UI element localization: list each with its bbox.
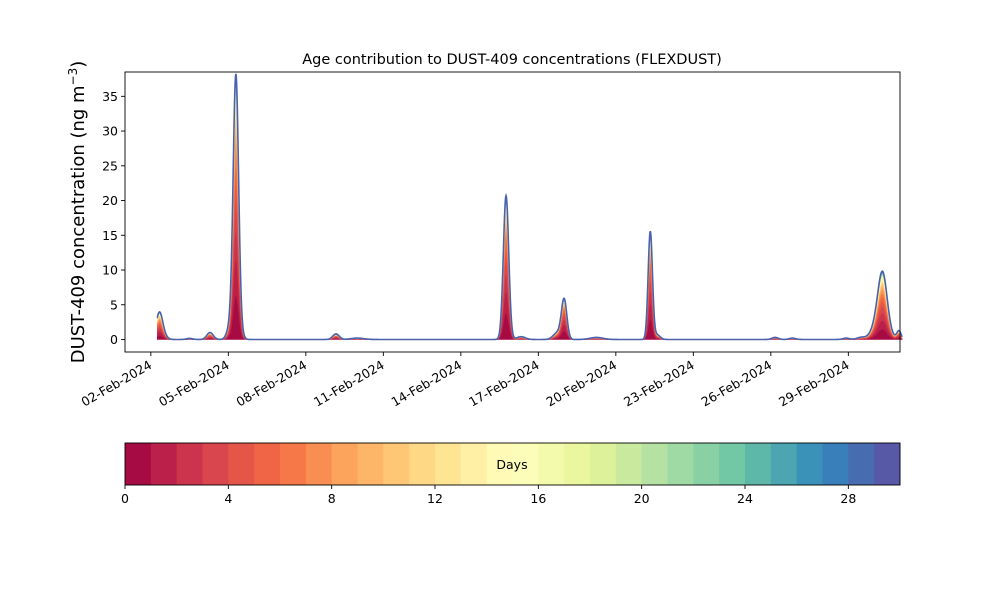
y-tick-label: 20: [102, 193, 118, 208]
x-tick-label: 26-Feb-2024: [699, 357, 775, 409]
x-tick-label: 17-Feb-2024: [466, 357, 542, 409]
colorbar-tick-label: 24: [737, 491, 753, 506]
colorbar-tick-label: 4: [224, 491, 232, 506]
colorbar-bin: [254, 443, 281, 485]
x-tick-label: 14-Feb-2024: [389, 357, 465, 409]
y-axis-label-close: ): [68, 61, 89, 68]
colorbar-bin: [564, 443, 591, 485]
x-tick-label: 23-Feb-2024: [621, 357, 697, 409]
y-tick-label: 5: [110, 297, 118, 312]
y-tick-label: 25: [102, 158, 118, 173]
colorbar-tick-label: 28: [840, 491, 856, 506]
colorbar-bin: [667, 443, 694, 485]
x-tick-label: 20-Feb-2024: [544, 357, 620, 409]
colorbar-bin: [770, 443, 798, 485]
colorbar-tick-label: 12: [427, 491, 443, 506]
colorbar-bin: [641, 443, 668, 485]
colorbar-bin: [822, 443, 849, 485]
plot-frame: [125, 72, 900, 352]
colorbar-bin: [228, 443, 255, 485]
colorbar-bin: [150, 443, 178, 485]
stacked-areas: [156, 73, 903, 341]
colorbar-bin: [331, 443, 358, 485]
colorbar-bin: [202, 443, 229, 485]
colorbar-bin: [538, 443, 565, 485]
colorbar-bin: [693, 443, 720, 485]
y-axis: 0 5 10 15 20 25 30 35: [102, 89, 125, 347]
x-tick-label: 05-Feb-2024: [156, 357, 232, 409]
colorbar-bin: [125, 443, 152, 485]
colorbar-bin: [796, 443, 823, 485]
y-tick-label: 15: [102, 228, 118, 243]
colorbar-bin: [409, 443, 436, 485]
x-axis: 02-Feb-2024 05-Feb-2024 08-Feb-2024 11-Feb-…: [79, 352, 852, 409]
y-axis-label-exponent: −3: [66, 68, 80, 86]
y-axis-label: DUST-409 concentration (ng m−3): [66, 61, 89, 364]
colorbar-bin: [874, 443, 901, 485]
x-tick-label: 02-Feb-2024: [79, 357, 155, 409]
colorbar: Days 0 4 8 12 16 20 24 28: [121, 442, 901, 506]
colorbar-tick-label: 20: [634, 491, 650, 506]
colorbar-bin: [615, 443, 643, 485]
x-tick-label: 29-Feb-2024: [776, 357, 852, 409]
colorbar-bin: [719, 443, 746, 485]
colorbar-bin: [357, 443, 384, 485]
colorbar-bin: [305, 443, 333, 485]
colorbar-bin: [512, 443, 539, 485]
y-axis-label-main: DUST-409 concentration (ng m: [68, 85, 89, 363]
colorbar-bins: [125, 443, 901, 485]
colorbar-bin: [435, 443, 462, 485]
colorbar-bin: [848, 443, 875, 485]
colorbar-bin: [280, 443, 307, 485]
y-tick-label: 30: [102, 124, 118, 139]
colorbar-bin: [176, 443, 203, 485]
colorbar-ticks: 0 4 8 12 16 20 24 28: [121, 485, 856, 506]
y-tick-label: 0: [110, 332, 118, 347]
colorbar-tick-label: 8: [328, 491, 336, 506]
chart-title: Age contribution to DUST-409 concentrati…: [302, 52, 722, 68]
plot-border: [124, 71, 901, 353]
y-tick-label: 10: [102, 263, 118, 278]
colorbar-tick-label: 16: [530, 491, 546, 506]
colorbar-bin: [745, 443, 772, 485]
colorbar-bin: [486, 443, 513, 485]
colorbar-bin: [460, 443, 488, 485]
total-concentration-line: [156, 73, 903, 341]
x-tick-label: 11-Feb-2024: [311, 357, 387, 409]
colorbar-border: [124, 442, 901, 486]
plot-area: [124, 71, 903, 353]
colorbar-label: Days: [496, 457, 527, 472]
colorbar-bin: [383, 443, 410, 485]
colorbar-tick-label: 0: [121, 491, 129, 506]
y-tick-label: 35: [102, 89, 118, 104]
x-tick-label: 08-Feb-2024: [234, 357, 310, 409]
colorbar-bin: [590, 443, 617, 485]
